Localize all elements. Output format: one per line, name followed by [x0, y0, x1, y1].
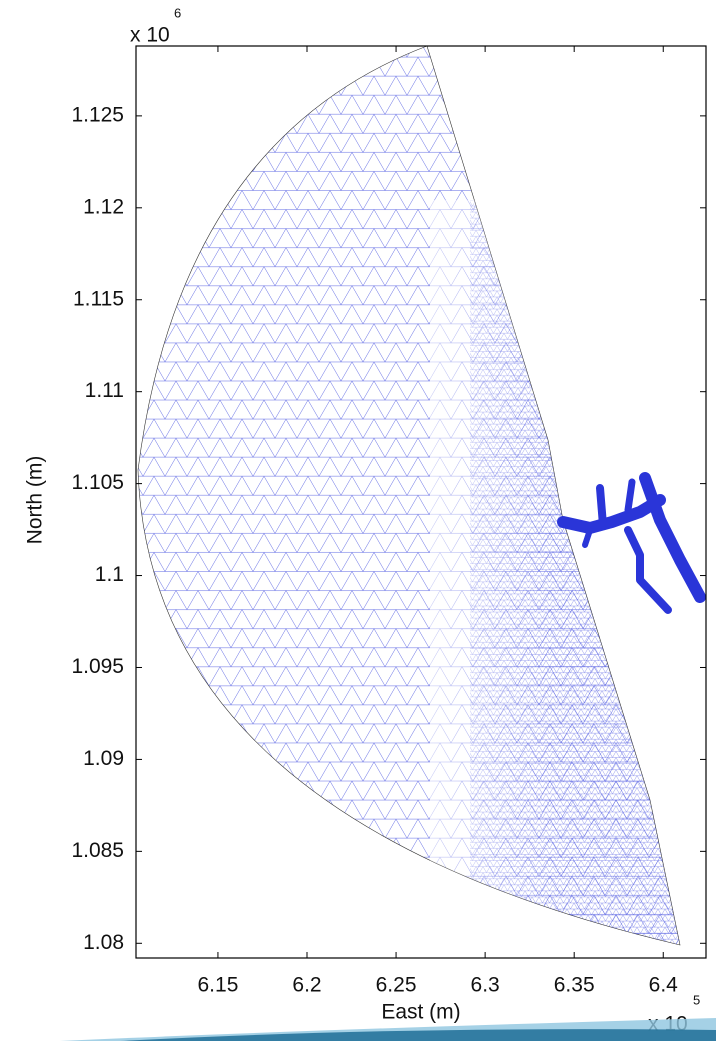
y-tick-label: 1.1: [95, 563, 124, 586]
y-tick-label: 1.105: [71, 471, 124, 494]
banner-wave: [120, 1029, 716, 1041]
y-tick-label: 1.08: [83, 931, 124, 954]
river: [596, 484, 607, 529]
x-multiplier-exp: 5: [693, 992, 700, 1007]
x-tick-label: 6.4: [649, 974, 679, 997]
x-tick-label: 6.25: [376, 974, 417, 997]
ticks: 6.15 6.2 6.25 6.3 6.35 6.4 1.08 1.085 1.09 1.095 1…: [71, 46, 706, 997]
x-tick-label: 6.2: [292, 974, 321, 997]
mesh-fade: [430, 200, 550, 945]
x-tick-label: 6.3: [471, 974, 500, 997]
x-axis-label: East (m): [381, 1001, 460, 1024]
x-tick-label: 6.15: [198, 974, 239, 997]
y-multiplier: x 10: [130, 24, 170, 47]
y-tick-label: 1.12: [83, 195, 124, 218]
y-tick-label: 1.095: [71, 655, 124, 678]
y-tick-label: 1.125: [71, 103, 124, 126]
river: [557, 494, 666, 534]
y-tick-label: 1.11: [85, 379, 124, 402]
x-tick-label: 6.35: [554, 974, 595, 997]
river: [582, 527, 593, 548]
y-axis-label: North (m): [24, 456, 47, 545]
y-tick-label: 1.09: [83, 747, 124, 770]
mesh-refined: [430, 200, 680, 945]
y-tick-label: 1.085: [71, 839, 124, 862]
axes-box: [135, 45, 707, 959]
mesh: [137, 45, 706, 946]
y-multiplier-exp: 6: [174, 5, 181, 20]
river: [624, 526, 672, 614]
river: [624, 478, 636, 514]
river: [639, 472, 706, 603]
river-channels: [557, 472, 706, 614]
y-tick-label: 1.115: [73, 287, 124, 310]
